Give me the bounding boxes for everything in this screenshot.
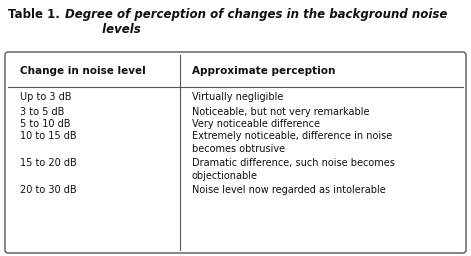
- Text: Virtually negligible: Virtually negligible: [192, 92, 284, 102]
- Text: Extremely noticeable, difference in noise
becomes obtrusive: Extremely noticeable, difference in nois…: [192, 131, 392, 154]
- Text: Very noticeable difference: Very noticeable difference: [192, 119, 320, 129]
- Text: 15 to 20 dB: 15 to 20 dB: [20, 158, 77, 168]
- Text: Approximate perception: Approximate perception: [192, 66, 335, 76]
- Text: 10 to 15 dB: 10 to 15 dB: [20, 131, 77, 141]
- Text: Degree of perception of changes in the background noise
         levels: Degree of perception of changes in the b…: [65, 8, 447, 36]
- Text: Noticeable, but not very remarkable: Noticeable, but not very remarkable: [192, 107, 370, 117]
- Text: Change in noise level: Change in noise level: [20, 66, 146, 76]
- Text: Up to 3 dB: Up to 3 dB: [20, 92, 72, 102]
- Text: Table 1.: Table 1.: [8, 8, 60, 21]
- FancyBboxPatch shape: [5, 52, 466, 253]
- Text: 5 to 10 dB: 5 to 10 dB: [20, 119, 71, 129]
- Text: 3 to 5 dB: 3 to 5 dB: [20, 107, 65, 117]
- Text: Dramatic difference, such noise becomes
objectionable: Dramatic difference, such noise becomes …: [192, 158, 395, 181]
- Text: 20 to 30 dB: 20 to 30 dB: [20, 185, 77, 195]
- Text: Noise level now regarded as intolerable: Noise level now regarded as intolerable: [192, 185, 386, 195]
